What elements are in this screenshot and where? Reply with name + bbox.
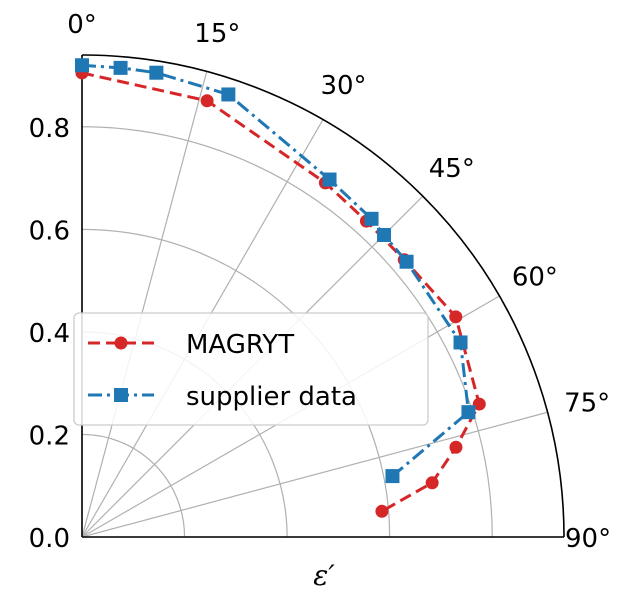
legend-marker	[114, 388, 128, 402]
polar-frame	[81, 54, 565, 538]
r-tick-label: 0.4	[29, 319, 70, 349]
theta-tick-label: 75°	[564, 389, 610, 419]
data-point	[113, 60, 128, 75]
data-point	[425, 476, 439, 490]
data-point	[449, 440, 463, 454]
theta-grid-line	[81, 71, 208, 538]
series-line	[81, 63, 471, 478]
data-point	[461, 405, 476, 420]
data-point	[375, 504, 389, 518]
theta-tick-label: 45°	[429, 154, 475, 184]
tick-labels: 0.0 0.2 0.4 0.6 0.8 0° 15° 30° 45° 60° 75° 90°	[29, 10, 611, 554]
data-point	[75, 58, 89, 73]
theta-tick-label: 90°	[565, 524, 611, 554]
data-point	[149, 65, 164, 80]
legend-label: MAGRYT	[186, 330, 294, 360]
r-tick-label: 0.0	[29, 524, 70, 554]
series-line	[81, 71, 481, 513]
theta-tick-label: 15°	[194, 19, 240, 49]
series-1	[75, 58, 476, 484]
data-point	[322, 172, 337, 187]
data-point	[399, 254, 414, 269]
theta-tick-label: 0°	[67, 10, 97, 40]
theta-grid-line	[81, 411, 548, 538]
outer-arc	[81, 54, 565, 538]
legend: MAGRYT supplier data	[73, 312, 429, 426]
r-tick-label: 0.2	[29, 421, 70, 451]
legend-label: supplier data	[186, 382, 357, 412]
data-point	[377, 227, 392, 242]
r-tick-label: 0.6	[29, 216, 70, 246]
x-axis-label: ε′	[313, 559, 335, 592]
r-tick-label: 0.8	[29, 114, 70, 144]
data-point	[221, 87, 236, 102]
data-point	[385, 469, 400, 484]
data-point	[364, 211, 379, 226]
data-point	[453, 335, 468, 350]
data-point	[200, 94, 214, 108]
legend-marker	[114, 336, 128, 350]
data-point	[472, 397, 486, 411]
series-layer	[75, 58, 486, 518]
theta-tick-label: 30°	[320, 71, 366, 101]
theta-tick-label: 60°	[512, 263, 558, 293]
data-point	[449, 310, 463, 324]
grid	[81, 55, 564, 538]
legend-box	[73, 312, 429, 426]
